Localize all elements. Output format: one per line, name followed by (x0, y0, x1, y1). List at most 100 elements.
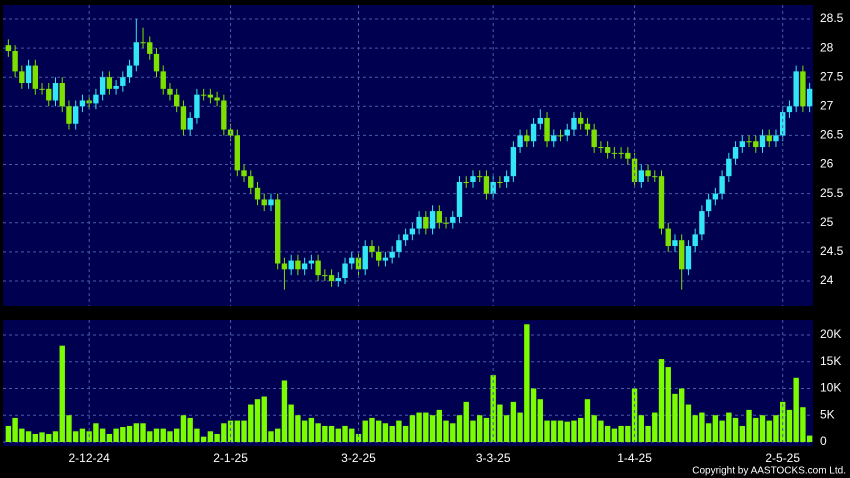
candle-body (739, 141, 745, 148)
candle-body (672, 240, 678, 247)
volume-bar (275, 428, 281, 442)
candle-body (759, 135, 766, 148)
candle-body (584, 123, 591, 130)
y-tick-label: 27.5 (820, 69, 844, 83)
volume-bar (530, 388, 537, 442)
candle-body (786, 106, 793, 113)
candle-body (652, 176, 658, 178)
volume-bar (672, 393, 678, 442)
candle-body (66, 106, 72, 124)
volume-bar (308, 417, 315, 442)
candle-body (551, 135, 557, 142)
candle-body (470, 176, 476, 182)
volume-bar (113, 428, 119, 442)
candle-body (510, 147, 517, 177)
volume-bar (140, 423, 146, 442)
volume-bar (93, 423, 99, 442)
volume-bar (456, 415, 463, 442)
volume-bar (73, 431, 79, 442)
volume-bar (382, 423, 389, 442)
volume-bar (221, 423, 227, 442)
volume-bar (436, 409, 442, 442)
volume-bar (99, 428, 106, 442)
candle-body (261, 199, 267, 206)
volume-bar (369, 417, 375, 442)
candle-body (106, 77, 113, 89)
candle-body (705, 199, 712, 212)
candle-body (120, 77, 126, 86)
y-tick-label: 24.5 (820, 244, 844, 258)
volume-bar (759, 415, 766, 442)
volume-bar (557, 420, 564, 442)
candle-body (773, 135, 779, 142)
candle-body (59, 83, 65, 107)
volume-bar (174, 428, 180, 442)
volume-bar (429, 415, 436, 442)
candle-body (604, 147, 611, 153)
volume-bar (618, 425, 624, 442)
volume-bar (349, 428, 355, 442)
volume-bar (261, 396, 267, 442)
volume-bar (739, 425, 745, 442)
volume-bar (335, 428, 341, 442)
candle-body (806, 88, 813, 107)
volume-bar (685, 404, 692, 442)
volume-bar (443, 420, 449, 442)
candle-body (254, 187, 261, 200)
candle-body (5, 45, 12, 51)
volume-bar (773, 415, 779, 442)
candle-body (463, 181, 469, 183)
volume-bar (551, 420, 557, 442)
candle-body (537, 117, 543, 124)
volume-bar (5, 425, 12, 442)
volume-bar (376, 420, 382, 442)
candle-body (328, 275, 335, 281)
volume-bar (268, 431, 274, 442)
volume-bar (497, 404, 503, 442)
volume-bar (281, 380, 288, 442)
candle-body (726, 158, 732, 177)
volume-bar (477, 415, 483, 442)
candle-body (692, 234, 698, 247)
volume-bar (79, 428, 86, 442)
candle-body (25, 65, 32, 84)
candle-body (187, 117, 193, 130)
candle-body (497, 181, 503, 183)
volume-bar (510, 401, 517, 442)
x-tick-label: 2-12-24 (68, 451, 110, 465)
volume-bar (806, 435, 813, 442)
candle-body (564, 129, 570, 136)
volume-bar (705, 423, 712, 442)
candle-body (214, 97, 220, 101)
volume-bar (409, 415, 416, 442)
volume-bar (133, 423, 139, 442)
volume-bar (591, 415, 597, 442)
volume-bar (746, 409, 752, 442)
candle-body (234, 135, 240, 171)
candle-body (665, 228, 671, 247)
volume-bar (160, 428, 166, 442)
candle-body (732, 147, 739, 159)
candle-body (369, 246, 375, 252)
candle-body (153, 53, 160, 72)
volume-bar (187, 417, 193, 442)
volume-bar (328, 425, 335, 442)
candle-body (780, 112, 786, 136)
candle-body (753, 141, 759, 148)
candle-body (598, 147, 604, 149)
volume-bar (564, 421, 570, 442)
volume-bar (396, 420, 402, 442)
volume-bar (322, 425, 328, 442)
candle-body (140, 42, 146, 44)
candle-body (557, 135, 564, 137)
candle-body (416, 216, 422, 229)
candle-body (335, 278, 341, 281)
volume-bar (362, 420, 368, 442)
candle-body (241, 170, 247, 177)
volume-bar (214, 433, 220, 442)
volume-bar (147, 431, 153, 442)
volume-bar (241, 420, 247, 442)
candle-body (362, 246, 368, 270)
volume-bar (652, 412, 658, 442)
volume-bar (517, 412, 523, 442)
